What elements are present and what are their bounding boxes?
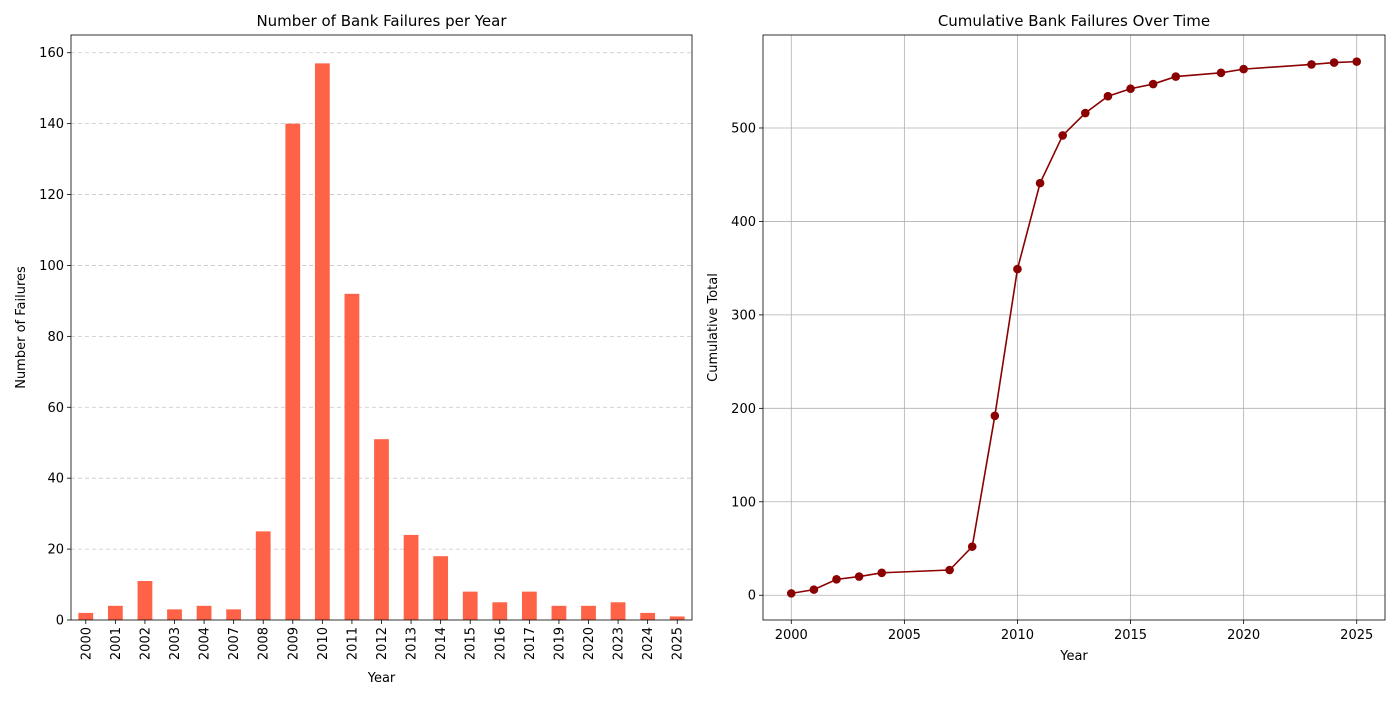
bar-x-tick-label: 2019	[552, 627, 567, 660]
bar-x-tick-label: 2008	[257, 627, 272, 660]
line-y-tick-label: 200	[731, 402, 756, 417]
cumulative-point-2011	[1035, 178, 1045, 188]
line-y-tick-label: 500	[731, 121, 756, 136]
bar-y-tick-label: 100	[39, 259, 64, 274]
cumulative-point-2012	[1058, 131, 1067, 140]
bar-2023	[610, 602, 626, 620]
bar-y-tick-label: 120	[39, 188, 64, 203]
bar-2012	[374, 439, 389, 620]
bar-chart-title: Number of Bank Failures per Year	[256, 12, 507, 30]
cumulative-point-2003	[854, 572, 864, 581]
line-y-tick-label: 100	[731, 495, 756, 510]
bar-x-tick-label: 2000	[79, 627, 94, 660]
cumulative-point-2000	[786, 589, 796, 598]
bar-x-tick-label: 2007	[227, 627, 242, 660]
bar-2008	[255, 531, 271, 620]
bar-2007	[226, 609, 242, 620]
bar-2004	[196, 605, 212, 620]
bar-2020	[581, 605, 596, 620]
bar-y-tick-label: 140	[39, 117, 64, 132]
bar-2002	[137, 581, 153, 620]
bar-x-tick-label: 2003	[168, 627, 183, 660]
cumulative-point-2024	[1329, 58, 1339, 67]
cumulative-point-2025	[1352, 57, 1362, 66]
bar-x-tick-label: 2020	[582, 627, 597, 660]
line-x-axis-label: Year	[1059, 649, 1088, 664]
bar-x-tick-label: 2012	[375, 627, 390, 660]
bar-2015	[462, 591, 478, 620]
bar-x-tick-label: 2025	[671, 627, 686, 660]
bar-x-tick-label: 2016	[493, 627, 508, 660]
line-y-tick-label: 300	[731, 308, 756, 323]
line-y-axis-label: Cumulative Total	[706, 273, 721, 382]
bar-2025	[669, 616, 685, 620]
line-x-tick-label: 2000	[775, 628, 808, 643]
bar-2010	[314, 63, 330, 620]
line-y-tick-label: 0	[748, 589, 756, 604]
line-x-tick-label: 2020	[1227, 628, 1260, 643]
bar-x-tick-label: 2013	[405, 627, 420, 660]
bar-2016	[492, 602, 508, 620]
cumulative-point-2013	[1081, 108, 1090, 118]
bar-x-tick-label: 2010	[316, 627, 331, 660]
bar-y-tick-label: 40	[47, 472, 64, 487]
bar-y-tick-label: 160	[39, 46, 64, 61]
cumulative-point-2019	[1216, 68, 1226, 78]
bar-x-tick-label: 2001	[109, 627, 124, 660]
line-chart: 2000 2005 2010 2015 2020 2025 0 100 200 300 400 500…	[706, 12, 1386, 664]
bar-y-tick-label: 80	[47, 330, 64, 345]
bar-2003	[167, 609, 182, 620]
cumulative-point-2001	[809, 585, 819, 594]
line-x-tick-label: 2015	[1114, 628, 1147, 643]
cumulative-point-2009	[990, 411, 1000, 421]
cumulative-point-2014	[1103, 91, 1113, 101]
line-x-tick-label: 2005	[888, 628, 921, 643]
cumulative-point-2015	[1126, 84, 1135, 94]
cumulative-point-2008	[967, 542, 977, 551]
line-x-tick-label: 2025	[1340, 628, 1373, 643]
bar-y-tick-label: 20	[47, 543, 64, 558]
bar-x-tick-label: 2023	[612, 627, 627, 660]
bar-2001	[107, 605, 123, 620]
bar-2024	[640, 612, 656, 620]
cumulative-point-2010	[1013, 264, 1022, 274]
bar-2014	[433, 556, 449, 620]
cumulative-point-2016	[1148, 79, 1158, 89]
bar-x-tick-label: 2014	[434, 627, 449, 660]
cumulative-point-2017	[1171, 72, 1181, 81]
cumulative-point-2007	[945, 565, 954, 575]
line-y-tick-label: 400	[731, 215, 756, 230]
bar-x-tick-label: 2015	[464, 627, 479, 660]
bar-y-tick-label: 0	[56, 614, 64, 629]
bar-x-tick-label: 2009	[286, 627, 301, 660]
bar-x-tick-label: 2002	[138, 627, 153, 660]
bar-2013	[403, 534, 419, 620]
bar-2017	[521, 591, 537, 620]
bar-y-axis-label: Number of Failures	[14, 266, 29, 389]
bar-2009	[285, 123, 301, 621]
line-x-tick-label: 2010	[1001, 628, 1034, 643]
cumulative-point-2004	[877, 568, 887, 578]
bar-x-tick-label: 2024	[641, 627, 656, 660]
bar-2019	[551, 605, 567, 620]
line-chart-title: Cumulative Bank Failures Over Time	[938, 12, 1210, 30]
bar-x-tick-label: 2011	[345, 627, 360, 660]
bar-y-tick-label: 60	[47, 401, 64, 416]
bar-2000	[78, 612, 94, 620]
cumulative-point-2023	[1307, 60, 1316, 69]
bar-x-tick-label: 2017	[523, 627, 538, 660]
line-axes-frame	[762, 34, 1386, 621]
bar-2011	[344, 293, 360, 620]
cumulative-point-2002	[832, 575, 841, 584]
cumulative-point-2020	[1239, 64, 1248, 74]
bar-x-axis-label: Year	[367, 671, 396, 686]
bar-axes-frame	[70, 34, 693, 621]
bar-x-tick-label: 2004	[198, 627, 213, 660]
bar-chart: 0 20 40 60 80 100 120 140 160 2000 2001 2002 2003 200…	[14, 12, 693, 686]
cumulative-series-line	[791, 60, 1357, 595]
